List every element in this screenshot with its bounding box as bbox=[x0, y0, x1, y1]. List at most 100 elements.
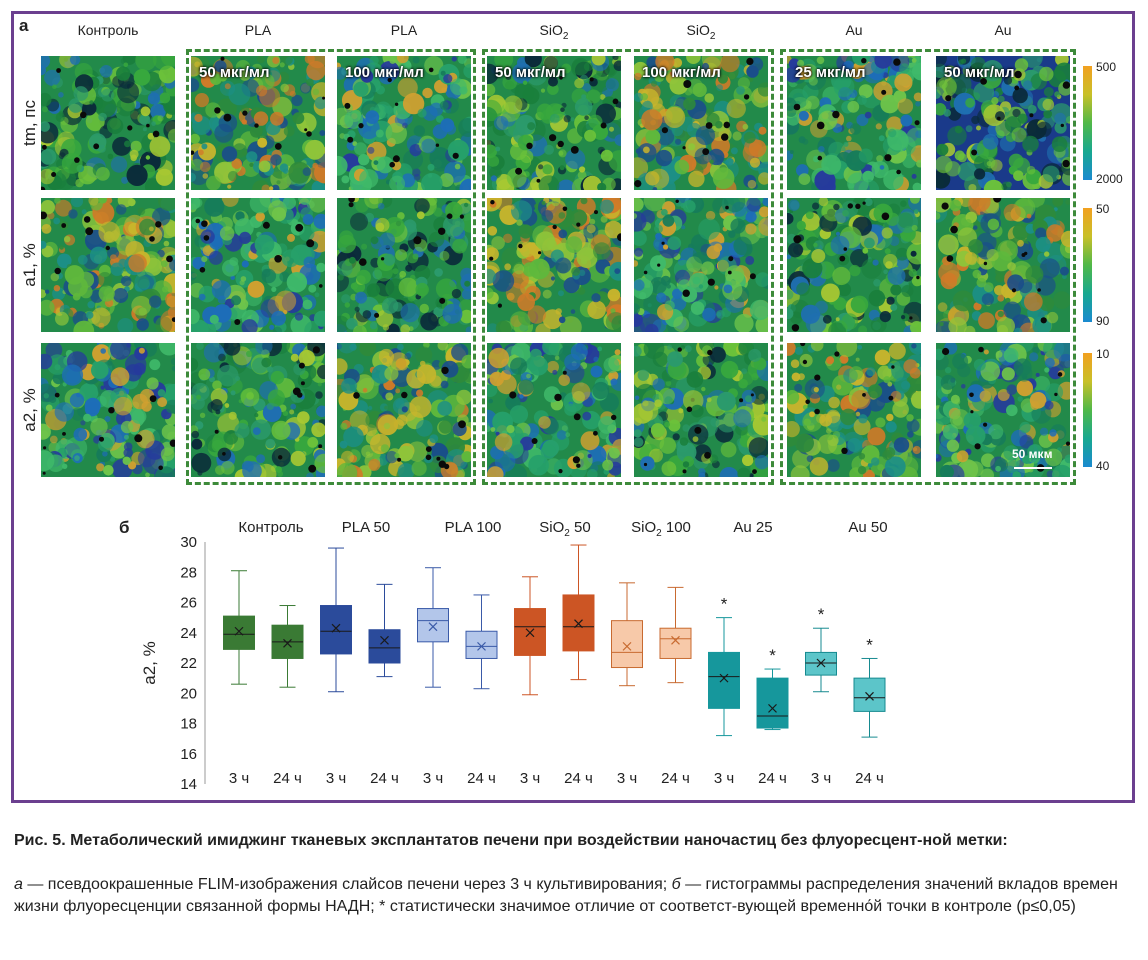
x-category-label: 3 ч bbox=[617, 770, 637, 787]
colorbar bbox=[1083, 208, 1092, 322]
group-label-tail: 50 bbox=[569, 519, 591, 536]
y-tick-label: 18 bbox=[180, 716, 197, 733]
concentration-label: 50 мкг/мл bbox=[199, 64, 270, 81]
box-9 bbox=[659, 586, 692, 684]
column-header: PLA bbox=[334, 22, 474, 38]
column-header: Au bbox=[933, 22, 1073, 38]
box-13: * bbox=[853, 635, 886, 738]
box-body bbox=[320, 605, 352, 655]
column-header: Контроль bbox=[38, 22, 178, 38]
concentration-label: 25 мкг/мл bbox=[795, 64, 866, 81]
boxplot-chart: 14 16 18 20 22 24 26 28 30 a2, % 3 ч 24 ч 3 ч 24 ч 3 ч… bbox=[140, 534, 886, 793]
box-8 bbox=[611, 582, 643, 687]
flim-image: 100 мкг/мл bbox=[634, 56, 768, 190]
y-tick-label: 30 bbox=[180, 534, 197, 551]
colorbar-top-label: 50 bbox=[1096, 202, 1110, 216]
group-label: PLA 100 bbox=[413, 519, 533, 536]
x-category-label: 24 ч bbox=[370, 770, 399, 787]
box-body bbox=[417, 608, 449, 643]
x-category-label: 3 ч bbox=[229, 770, 249, 787]
flim-image bbox=[487, 343, 621, 477]
caption-part-b-text: — гистограммы распределения значений вкл… bbox=[14, 876, 1118, 915]
label-text: Au bbox=[845, 22, 863, 38]
group-label-text: Au 50 bbox=[848, 519, 888, 536]
caption-part-a-text: — псевдоокрашенные FLIM-изображения слай… bbox=[22, 876, 672, 893]
x-category-label: 3 ч bbox=[326, 770, 346, 787]
label-text: Au bbox=[994, 22, 1012, 38]
label-text: PLA bbox=[244, 22, 272, 38]
group-label: SiO2 50 bbox=[505, 519, 625, 539]
flim-image bbox=[787, 343, 921, 477]
box-3 bbox=[368, 583, 401, 678]
box-body bbox=[368, 629, 401, 664]
concentration-label: 100 мкг/мл bbox=[642, 64, 721, 81]
box-4 bbox=[417, 567, 449, 688]
flim-image: 25 мкг/мл bbox=[787, 56, 921, 190]
label-text: SiO bbox=[539, 22, 563, 38]
x-category-label: 3 ч bbox=[520, 770, 540, 787]
x-category-label: 3 ч bbox=[423, 770, 443, 787]
box-body bbox=[465, 630, 498, 659]
flim-image bbox=[191, 198, 325, 332]
significance-marker: * bbox=[866, 635, 873, 654]
flim-image bbox=[337, 198, 471, 332]
flim-image bbox=[41, 198, 175, 332]
figure-frame bbox=[11, 11, 1135, 803]
x-category-label: 24 ч bbox=[273, 770, 302, 787]
box-5 bbox=[465, 594, 498, 690]
group-label: Контроль bbox=[211, 519, 331, 536]
box-body bbox=[611, 620, 643, 669]
mean-marker bbox=[574, 619, 583, 629]
mean-marker bbox=[380, 635, 389, 645]
group-label-text: PLA 50 bbox=[341, 519, 391, 536]
box-body bbox=[223, 615, 255, 650]
colorbar-top-label: 500 bbox=[1096, 60, 1117, 74]
colorbar-bottom-label: 90 bbox=[1096, 314, 1110, 328]
label-text: Контроль bbox=[77, 22, 139, 38]
group-label: PLA 50 bbox=[306, 519, 426, 536]
group-label-text: SiO bbox=[539, 519, 565, 536]
box-2 bbox=[320, 547, 352, 693]
concentration-label: 50 мкг/мл bbox=[495, 64, 566, 81]
mean-marker bbox=[671, 635, 680, 645]
label-text: SiO bbox=[686, 22, 710, 38]
group-label: SiO2 100 bbox=[601, 519, 721, 539]
y-tick-label: 24 bbox=[180, 625, 197, 642]
flim-image bbox=[634, 343, 768, 477]
flim-image: 50 мкг/мл bbox=[191, 56, 325, 190]
flim-image bbox=[41, 56, 175, 190]
mean-marker bbox=[768, 703, 777, 713]
concentration-label: 50 мкг/мл bbox=[944, 64, 1015, 81]
x-category-label: 24 ч bbox=[661, 770, 690, 787]
box-body bbox=[659, 627, 692, 659]
significance-marker: * bbox=[818, 605, 825, 624]
box-body bbox=[853, 677, 886, 712]
colorbar-bottom-label: 2000 bbox=[1096, 172, 1123, 186]
flim-image: 50 мкм bbox=[936, 343, 1070, 477]
column-header: PLA bbox=[188, 22, 328, 38]
colorbar bbox=[1083, 353, 1092, 467]
mean-marker bbox=[477, 641, 486, 651]
mean-marker bbox=[622, 641, 632, 651]
y-tick-label: 16 bbox=[180, 746, 197, 763]
flim-image: 50 мкг/мл bbox=[487, 56, 621, 190]
panel-a-label: а bbox=[19, 16, 29, 35]
group-label-text: PLA 100 bbox=[444, 519, 502, 536]
colorbar-top-label: 10 bbox=[1096, 347, 1110, 361]
x-category-label: 3 ч bbox=[811, 770, 831, 787]
y-tick-label: 20 bbox=[180, 685, 197, 702]
mean-marker bbox=[865, 691, 874, 701]
mean-marker bbox=[283, 638, 292, 648]
mean-marker bbox=[428, 622, 438, 632]
mean-marker bbox=[525, 628, 535, 638]
flim-image bbox=[191, 343, 325, 477]
caption-title: Рис. 5. Метаболический имиджинг тканевых… bbox=[14, 832, 1008, 849]
box-1 bbox=[271, 605, 304, 688]
flim-image bbox=[634, 198, 768, 332]
group-label-subscript: 2 bbox=[656, 528, 662, 539]
concentration-label: 100 мкг/мл bbox=[345, 64, 424, 81]
sio2-group-border bbox=[482, 49, 774, 485]
box-6 bbox=[514, 576, 546, 696]
flim-image bbox=[936, 198, 1070, 332]
caption-part-b-letter: б bbox=[671, 876, 681, 893]
